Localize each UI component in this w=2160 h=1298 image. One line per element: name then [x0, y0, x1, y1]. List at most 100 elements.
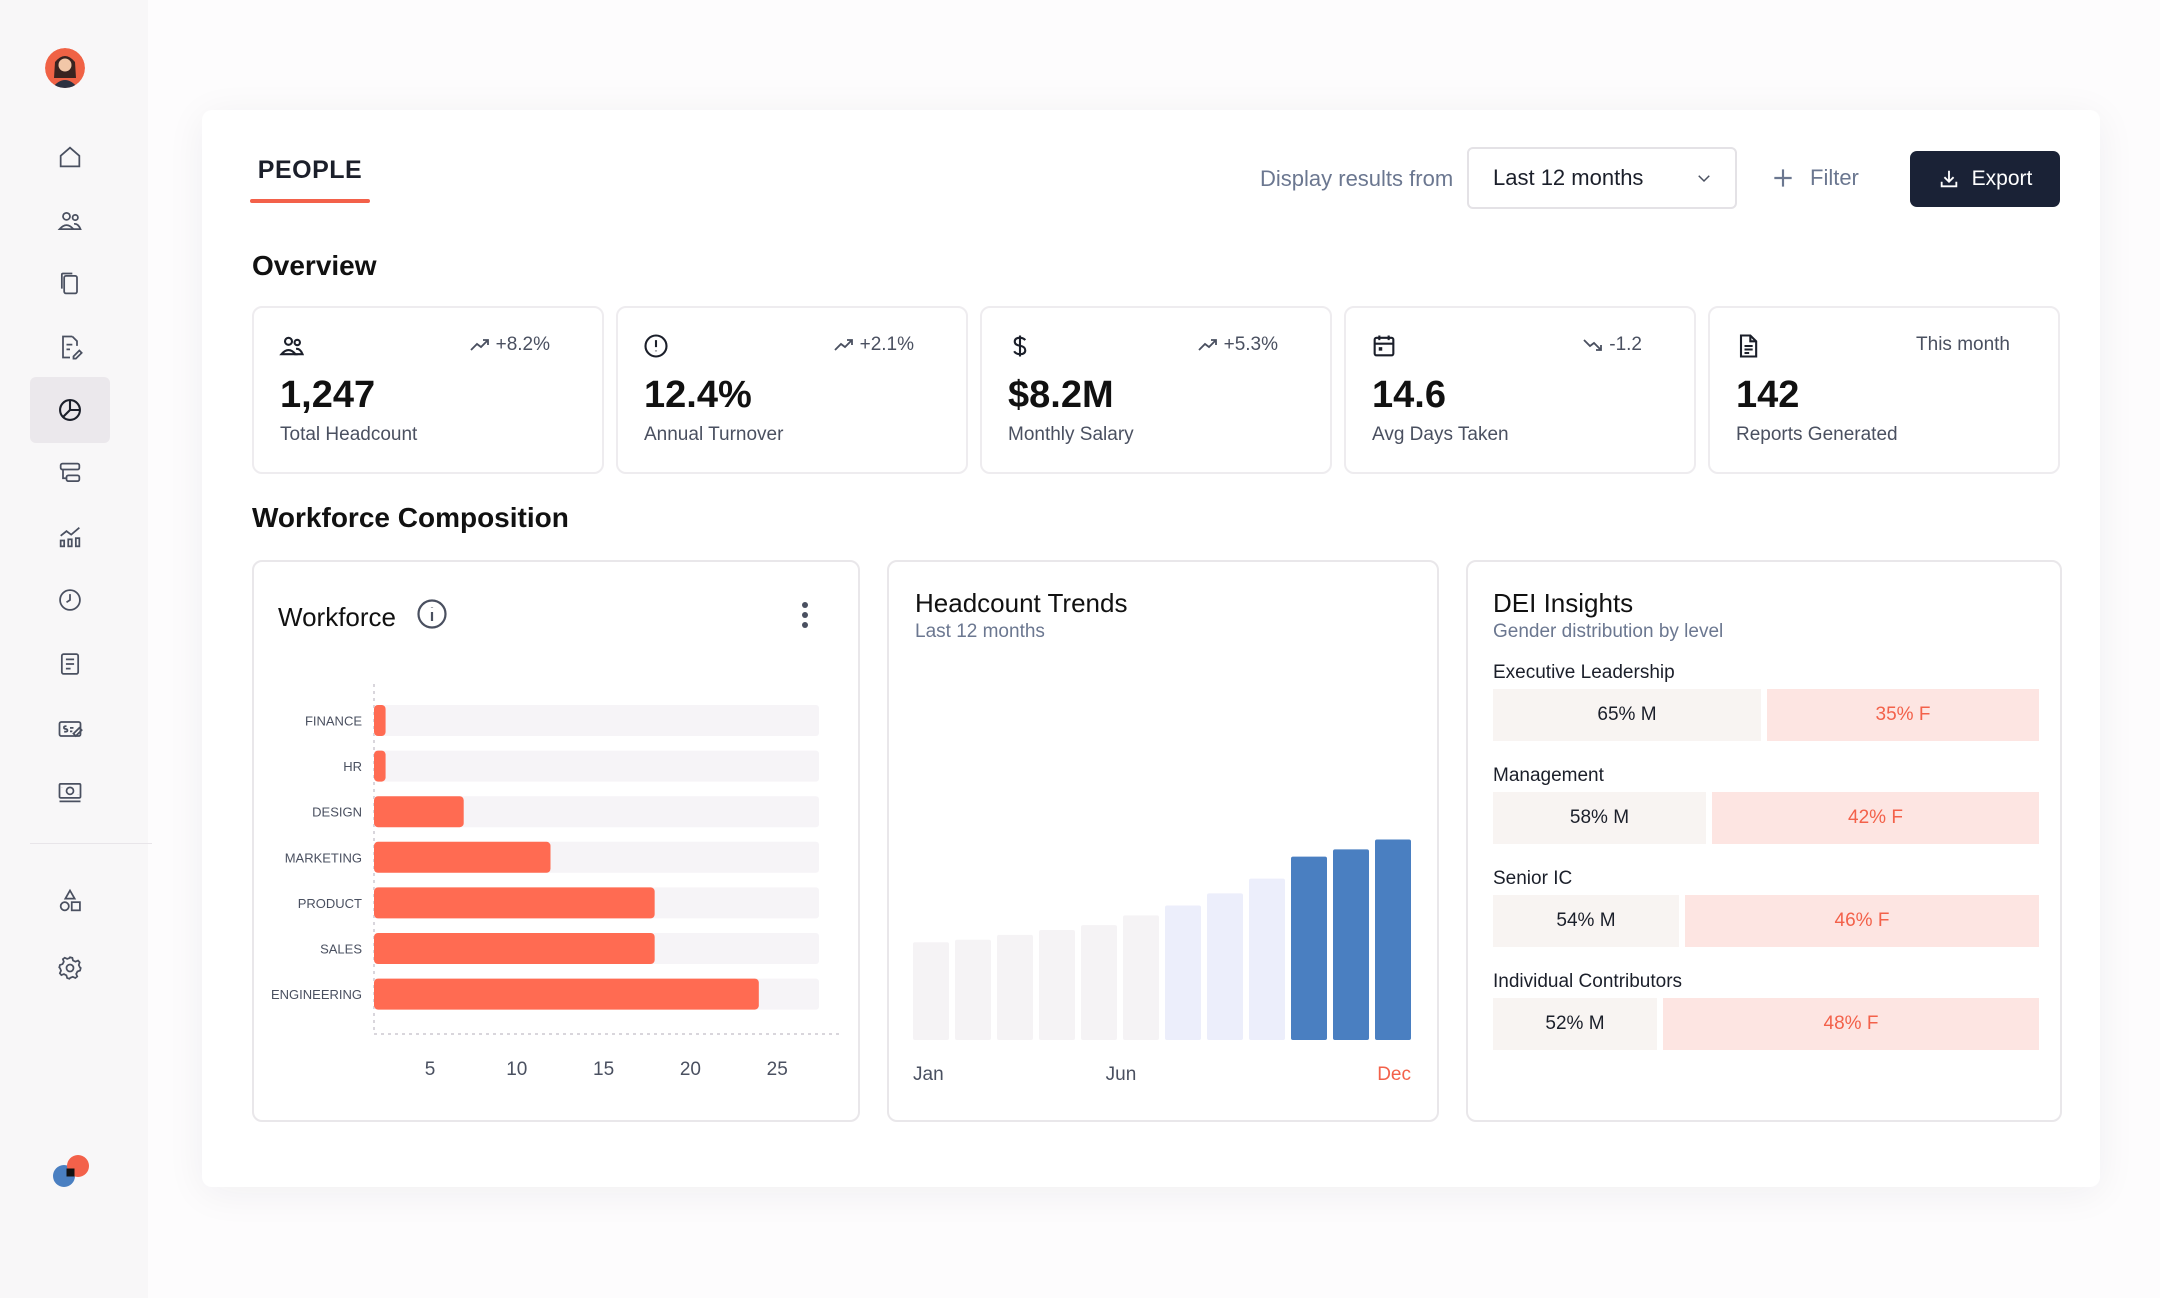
trend-bar-may[interactable] [1081, 925, 1117, 1040]
dei-male-segment[interactable]: 54% M [1493, 895, 1679, 947]
dei-female-segment[interactable]: 46% F [1685, 895, 2039, 947]
stat-trend: +5.3% [1197, 334, 1278, 356]
tab-people[interactable]: PEOPLE [257, 156, 363, 184]
dei-subtitle: Gender distribution by level [1493, 621, 1724, 642]
x-tick-label: 25 [767, 1059, 788, 1080]
category-label: HR [343, 759, 362, 774]
trend-bar-jul[interactable] [1165, 905, 1201, 1040]
export-button[interactable]: Export [1910, 151, 2060, 207]
dei-level-label: Senior IC [1493, 868, 1573, 889]
nav-reports[interactable] [30, 504, 110, 570]
nav-workflows[interactable] [30, 440, 110, 506]
headcount-bar-chart: Jan Jun Dec [913, 839, 1411, 1085]
category-label: DESIGN [312, 805, 362, 820]
stat-trend-value: -1.2 [1609, 334, 1642, 355]
date-range-select[interactable]: Last 12 months [1467, 147, 1737, 209]
sidebar-divider [30, 843, 152, 844]
sidebar [0, 0, 152, 1298]
copy-icon [60, 272, 78, 295]
stat-card-headcount[interactable]: +8.2% 1,247 Total Headcount [252, 306, 604, 474]
headcount-subtitle: Last 12 months [915, 621, 1045, 642]
trend-bar-jan[interactable] [913, 942, 949, 1040]
nav-settings[interactable] [30, 935, 110, 1001]
stat-label: Avg Days Taken [1372, 424, 1509, 445]
filter-button[interactable]: Filter [1770, 155, 1880, 201]
bar-design[interactable] [374, 796, 464, 828]
dei-level-label: Executive Leadership [1493, 662, 1675, 683]
overview-title: Overview [252, 250, 377, 281]
plus-icon [1774, 169, 1792, 187]
trend-down-icon [1583, 339, 1603, 351]
chevron-down-icon [1698, 175, 1710, 183]
x-tick-label: Dec [1377, 1064, 1411, 1085]
dollar-icon [1013, 335, 1027, 357]
nav-time[interactable] [30, 567, 110, 633]
nav-analytics[interactable] [30, 377, 110, 443]
bar-product[interactable] [374, 887, 655, 919]
stat-period-value: This month [1916, 334, 2010, 355]
dei-female-segment[interactable]: 42% F [1712, 792, 2039, 844]
stat-trend-value: +2.1% [859, 334, 914, 355]
dei-male-segment[interactable]: 52% M [1493, 998, 1657, 1050]
headcount-trends-card: Headcount Trends Last 12 months Jan Jun De… [887, 560, 1439, 1122]
bar-track [374, 750, 819, 782]
category-label: MARKETING [285, 850, 362, 865]
bar-engineering[interactable] [374, 978, 759, 1010]
dei-distribution-bar: 52% M 48% F [1493, 998, 2039, 1050]
trend-bar-dec[interactable] [1375, 839, 1411, 1040]
dei-distribution-bar: 65% M 35% F [1493, 689, 2039, 741]
pie-chart-icon [59, 399, 81, 421]
trend-bar-mar[interactable] [997, 934, 1033, 1040]
dei-title: DEI Insights [1493, 588, 1634, 618]
stat-card-turnover[interactable]: +2.1% 12.4% Annual Turnover [616, 306, 968, 474]
bar-track [374, 796, 819, 828]
user-avatar[interactable] [45, 48, 85, 88]
dei-female-segment[interactable]: 48% F [1663, 998, 2039, 1050]
dei-male-segment[interactable]: 65% M [1493, 689, 1761, 741]
nav-apps[interactable] [30, 868, 110, 934]
nav-people[interactable] [30, 188, 110, 254]
nav-notes[interactable] [30, 631, 110, 697]
brand-logo [50, 1150, 94, 1194]
nav-compensation[interactable] [30, 759, 110, 825]
bar-finance[interactable] [374, 705, 386, 736]
bar-hr[interactable] [374, 750, 386, 782]
nav-payroll[interactable] [30, 696, 110, 762]
dei-female-segment[interactable]: 35% F [1767, 689, 2039, 741]
bar-trend-icon [59, 527, 81, 548]
category-label: FINANCE [305, 714, 362, 729]
alert-circle-icon [644, 334, 668, 358]
filter-label: Filter [1810, 165, 1859, 190]
bar-marketing[interactable] [374, 841, 551, 873]
trend-bar-nov[interactable] [1333, 849, 1369, 1040]
stat-card-salary[interactable]: +5.3% $8.2M Monthly Salary [980, 306, 1332, 474]
download-icon [1940, 170, 1957, 188]
info-icon[interactable] [416, 598, 448, 630]
nav-home[interactable] [30, 124, 110, 190]
nav-documents[interactable] [30, 251, 110, 317]
dei-distribution-bar: 54% M 46% F [1493, 895, 2039, 947]
trend-bar-sep[interactable] [1249, 878, 1285, 1040]
more-vertical-icon[interactable] [799, 600, 811, 630]
dei-level-label: Management [1493, 765, 1604, 786]
x-tick-label: Jan [913, 1064, 944, 1085]
calendar-icon [1373, 335, 1395, 357]
trend-bar-apr[interactable] [1039, 930, 1075, 1040]
stat-label: Annual Turnover [644, 424, 784, 445]
dei-male-segment[interactable]: 58% M [1493, 792, 1706, 844]
nav-forms[interactable] [30, 314, 110, 380]
trend-bar-feb[interactable] [955, 939, 991, 1040]
dei-distribution-bar: 58% M 42% F [1493, 792, 2039, 844]
stat-card-days-taken[interactable]: -1.2 14.6 Avg Days Taken [1344, 306, 1696, 474]
workforce-bar-chart: FINANCE HR DESIGN MARKETING PRODUCT SALES ENGI… [271, 682, 839, 1080]
trend-bar-aug[interactable] [1207, 893, 1243, 1040]
stat-trend-value: +8.2% [495, 334, 550, 355]
x-tick-label: Jun [1106, 1064, 1137, 1085]
workforce-card: Workforce FINANCE HR DESIGN MARKETING PRODUC… [252, 560, 860, 1122]
stat-card-reports[interactable]: This month 142 Reports Generated [1708, 306, 2060, 474]
bar-sales[interactable] [374, 933, 655, 964]
trend-bar-jun[interactable] [1123, 915, 1159, 1040]
x-tick-label: 10 [506, 1059, 527, 1080]
stat-label: Monthly Salary [1008, 424, 1134, 445]
trend-bar-oct[interactable] [1291, 856, 1327, 1040]
